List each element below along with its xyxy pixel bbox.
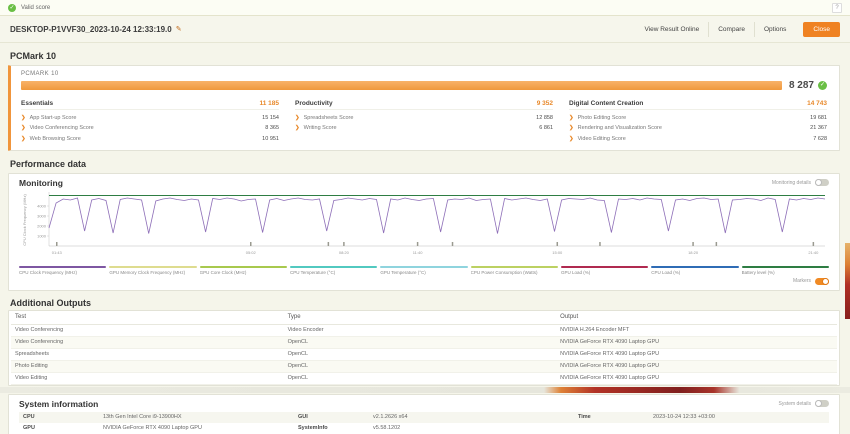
legend-item: CPU Load (%) xyxy=(651,265,739,275)
table-row: Video Conferencing OpenCL NVIDIA GeForce R… xyxy=(11,336,837,349)
monitoring-legend: CPU Clock Frequency (MHz) GPU Memory Clo… xyxy=(19,265,829,275)
chevron-right-icon: ❯ xyxy=(21,125,26,131)
view-result-online-button[interactable]: View Result Online xyxy=(644,25,700,33)
svg-text:4000: 4000 xyxy=(37,203,47,208)
test-row-web-browsing[interactable]: ❯ Web Browsing Score 10 951 xyxy=(21,135,279,142)
svg-text:CPU Clock Frequency (MHz): CPU Clock Frequency (MHz) xyxy=(22,193,27,245)
monitoring-title: Monitoring xyxy=(19,177,63,188)
svg-text:08:20: 08:20 xyxy=(339,250,350,255)
legend-item: GPU Temperature (°C) xyxy=(380,265,468,275)
score-card: PCMARK 10 8 287 ✓ Essentials 11 185 ❯ Ap… xyxy=(8,65,840,151)
valid-score-label: Valid score xyxy=(21,4,51,11)
monitoring-details-label: Monitoring details xyxy=(771,179,811,186)
group-score: 14 743 xyxy=(807,100,827,107)
system-info-row: GPU NVIDIA GeForce RTX 4090 Laptop GPU S… xyxy=(23,425,401,431)
close-button[interactable]: Close xyxy=(803,21,840,37)
edit-pencil-icon[interactable]: ✎ xyxy=(175,26,182,33)
system-info-row: CPU 13th Gen Intel Core i9-13900HX GUI v… xyxy=(19,411,829,423)
options-button[interactable]: Options xyxy=(753,21,795,37)
svg-text:05:02: 05:02 xyxy=(246,250,257,255)
chevron-right-icon: ❯ xyxy=(21,135,26,142)
valid-score-banner: ✓ Valid score ? xyxy=(0,0,850,16)
monitoring-card: Monitoring Monitoring details CPU Clock … xyxy=(8,172,840,291)
group-name: Digital Content Creation xyxy=(569,100,644,107)
table-row: Video Conferencing Video Encoder NVIDIA H.… xyxy=(11,324,837,337)
legend-item: Battery level (%) xyxy=(741,265,829,275)
test-row-rendering-visualization[interactable]: ❯ Rendering and Visualization Score 21 3… xyxy=(569,125,827,131)
score-group-digital-content-creation: Digital Content Creation 14 743 ❯ Photo … xyxy=(569,100,827,142)
header-actions: View Result Online Compare Options Close xyxy=(635,21,840,37)
score-group-essentials: Essentials 11 185 ❯ App Start-up Score 1… xyxy=(21,100,279,142)
group-name: Essentials xyxy=(21,100,54,107)
markers-toggle[interactable] xyxy=(815,277,829,285)
system-information-card: System information System details CPU 13… xyxy=(8,393,840,434)
table-row: Photo Editing OpenCL NVIDIA GeForce RTX 40… xyxy=(11,360,837,373)
score-group-productivity: Productivity 9 352 ❯ Spreadsheets Score … xyxy=(295,100,553,142)
table-row: Spreadsheets OpenCL NVIDIA GeForce RTX 409… xyxy=(11,348,837,361)
test-row-writing[interactable]: ❯ Writing Score 6 861 xyxy=(295,125,553,131)
legend-item: GPU Memory Clock Frequency (MHz) xyxy=(109,265,197,275)
score-valid-check-icon: ✓ xyxy=(818,81,827,90)
monitoring-chart-svg: CPU Clock Frequency (MHz) 1000 2000 3000 400… xyxy=(22,191,826,255)
chevron-right-icon: ❯ xyxy=(21,114,26,121)
window-edge-art xyxy=(845,243,850,319)
system-details-toggle[interactable] xyxy=(815,400,829,407)
help-button[interactable]: ? xyxy=(832,2,842,13)
table-row: Video Editing OpenCL NVIDIA GeForce RTX 40… xyxy=(11,372,837,385)
test-row-app-startup[interactable]: ❯ App Start-up Score 15 154 xyxy=(21,114,279,121)
compare-button[interactable]: Compare xyxy=(708,21,754,37)
monitoring-details-toggle[interactable] xyxy=(815,179,829,186)
svg-text:15:00: 15:00 xyxy=(552,250,563,255)
svg-text:18:20: 18:20 xyxy=(688,250,699,255)
performance-data-title: Performance data xyxy=(10,158,87,169)
result-header: DESKTOP-P1VVF30_2023-10-24 12:33:19.0 ✎ … xyxy=(0,16,850,43)
legend-item: CPU Clock Frequency (MHz) xyxy=(19,265,107,275)
legend-item: CPU Temperature (°C) xyxy=(289,265,378,275)
overall-score-bar xyxy=(21,81,782,90)
legend-item: GPU Load (%) xyxy=(560,265,649,275)
app-background-strip xyxy=(0,386,850,393)
score-card-label: PCMARK 10 xyxy=(21,71,59,77)
system-information-title: System information xyxy=(19,398,99,409)
test-row-video-conferencing[interactable]: ❯ Video Conferencing Score 8 365 xyxy=(21,125,279,131)
svg-text:1000: 1000 xyxy=(37,233,47,238)
test-row-spreadsheets[interactable]: ❯ Spreadsheets Score 12 858 xyxy=(295,114,553,121)
chevron-right-icon: ❯ xyxy=(569,114,574,121)
outputs-header-row: Test Type Output xyxy=(11,310,837,325)
additional-outputs-card: Test Type Output Video Conferencing Video… xyxy=(8,309,840,386)
chevron-right-icon: ❯ xyxy=(569,135,574,142)
monitoring-chart: CPU Clock Frequency (MHz) 1000 2000 3000 400… xyxy=(19,190,829,265)
svg-text:01:43: 01:43 xyxy=(52,250,63,255)
group-score: 11 185 xyxy=(259,100,279,107)
chevron-right-icon: ❯ xyxy=(569,125,574,131)
result-name: DESKTOP-P1VVF30_2023-10-24 12:33:19.0 xyxy=(10,24,172,34)
system-details-label: System details xyxy=(778,400,811,407)
svg-text:2000: 2000 xyxy=(37,223,47,228)
group-score: 9 352 xyxy=(536,100,553,107)
additional-outputs-title: Additional Outputs xyxy=(10,297,91,308)
test-row-photo-editing[interactable]: ❯ Photo Editing Score 19 681 xyxy=(569,114,827,121)
benchmark-title: PCMark 10 xyxy=(10,51,57,61)
legend-item: CPU Power Consumption (Watts) xyxy=(470,265,558,275)
chevron-right-icon: ❯ xyxy=(295,114,300,121)
overall-score: 8 287 xyxy=(788,80,814,91)
group-name: Productivity xyxy=(295,100,333,107)
svg-text:21:40: 21:40 xyxy=(808,250,819,255)
svg-text:3000: 3000 xyxy=(37,213,47,218)
chevron-right-icon: ❯ xyxy=(295,125,300,131)
test-row-video-editing[interactable]: ❯ Video Editing Score 7 628 xyxy=(569,135,827,142)
markers-label: Markers xyxy=(792,278,811,284)
svg-text:11:40: 11:40 xyxy=(413,250,423,255)
legend-item: GPU Core Clock (MHz) xyxy=(199,265,287,275)
valid-check-icon: ✓ xyxy=(8,3,16,12)
